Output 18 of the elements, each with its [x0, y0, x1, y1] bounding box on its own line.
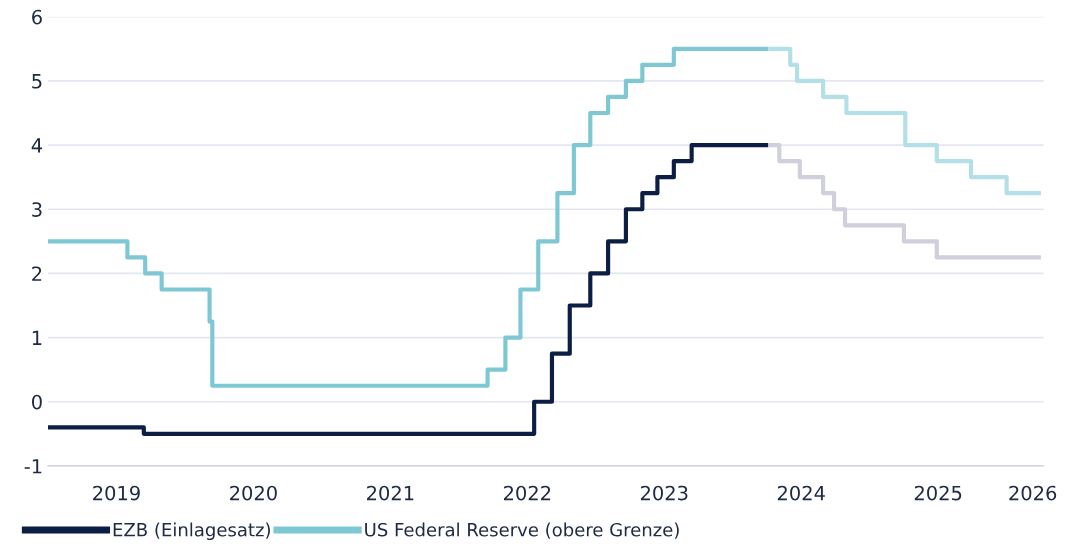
x-tick-label: 2023 [640, 485, 688, 501]
y-tick-label: 6 [32, 9, 42, 25]
x-tick-label: 2019 [93, 485, 140, 501]
x-tick-label: 2022 [503, 485, 551, 501]
y-tick-label: 5 [32, 74, 42, 89]
y-tick-label: 4 [31, 138, 43, 153]
x-tick-label: 2020 [230, 485, 277, 501]
y-tick-label: 2 [32, 266, 42, 281]
x-tick-label: 2026 [1009, 485, 1057, 501]
x-tick-label: 2025 [914, 485, 962, 501]
y-tick-label: -1 [24, 459, 42, 474]
legend-label: US Federal Reserve (obere Grenze) [365, 522, 679, 539]
x-tick-label: 2021 [367, 485, 414, 501]
x-tick-label: 2024 [777, 485, 825, 501]
y-tick-label: 1 [32, 330, 42, 345]
y-tick-label: 3 [32, 202, 42, 217]
y-tick-label: 0 [32, 394, 42, 410]
legend-label: EZB (Einlagesatz) [113, 522, 270, 541]
